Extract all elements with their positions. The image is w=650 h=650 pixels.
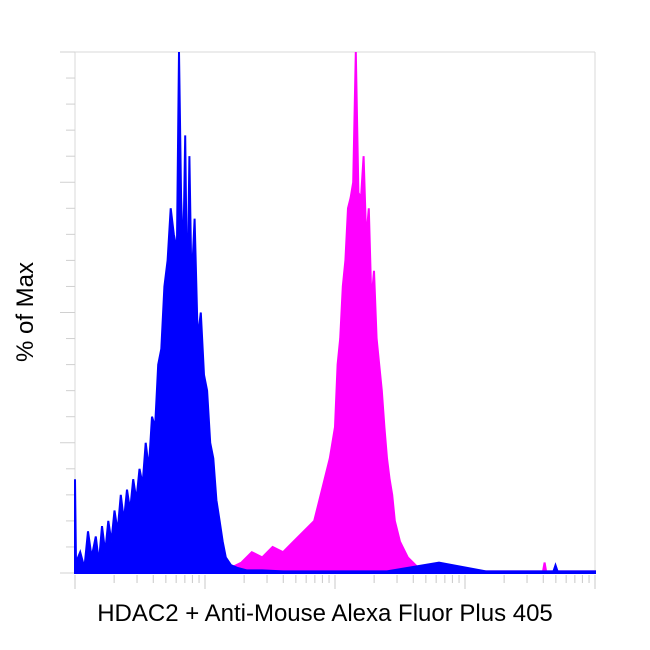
x-axis-ticks <box>74 575 596 589</box>
y-axis-ticks <box>60 51 75 574</box>
series-blue-control <box>74 51 596 574</box>
series-magenta-stained <box>172 51 596 574</box>
histogram-series <box>74 51 596 574</box>
y-axis-label: % of Max <box>12 261 39 363</box>
x-axis-label: HDAC2 + Anti-Mouse Alexa Fluor Plus 405 <box>97 600 553 627</box>
